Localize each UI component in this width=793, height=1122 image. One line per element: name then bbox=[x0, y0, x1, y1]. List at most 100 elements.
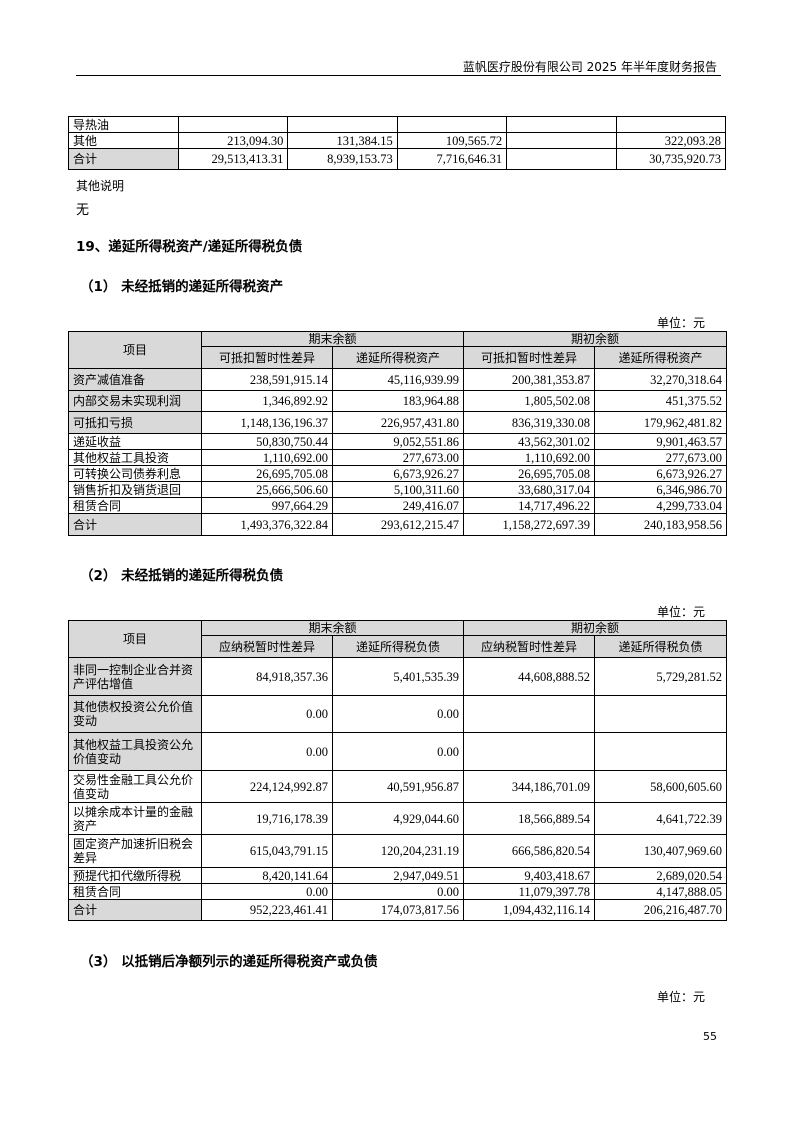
row-label: 预提代扣代缴所得税 bbox=[68, 867, 202, 884]
row-label: 可转换公司债券利息 bbox=[68, 465, 202, 482]
cell-value: 26,695,705.08 bbox=[201, 465, 333, 482]
row-label: 其他权益工具投资 bbox=[68, 449, 202, 466]
cell-value: 277,673.00 bbox=[594, 449, 728, 466]
cell-value: 4,641,722.39 bbox=[594, 802, 728, 835]
row-label: 以摊余成本计量的金融资产 bbox=[68, 802, 202, 835]
row-label: 其他债权投资公允价值变动 bbox=[68, 695, 202, 733]
row-label: 租赁合同 bbox=[68, 497, 202, 514]
cell-value: 44,608,888.52 bbox=[463, 657, 596, 696]
cell-value: 32,270,318.64 bbox=[594, 368, 728, 391]
table-row: 租赁合同 0.00 0.00 11,079,397.78 4,147,888.05 bbox=[68, 883, 728, 900]
table-row: 其他权益工具投资公允价值变动 0.00 0.00 bbox=[68, 732, 728, 771]
cell-value: 131,384.15 bbox=[287, 132, 398, 149]
table-row: 其他债权投资公允价值变动 0.00 0.00 bbox=[68, 695, 728, 733]
cell-value: 33,680,317.04 bbox=[463, 481, 596, 498]
cell-value: 58,600,605.60 bbox=[594, 770, 728, 803]
cell-value bbox=[506, 132, 617, 149]
cell-value: 45,116,939.99 bbox=[331, 368, 465, 391]
cell-value: 130,407,969.60 bbox=[594, 834, 728, 868]
header-divider bbox=[76, 75, 721, 76]
cell-value: 8,939,153.73 bbox=[287, 148, 398, 170]
row-label: 合计 bbox=[68, 899, 202, 921]
cell-value bbox=[177, 116, 289, 133]
cell-value: 4,147,888.05 bbox=[594, 883, 728, 900]
cell-value: 9,403,418.67 bbox=[463, 867, 596, 884]
cell-value: 615,043,791.15 bbox=[201, 834, 333, 868]
table-row: 销售折扣及销货退回 25,666,506.60 5,100,311.60 33,680… bbox=[68, 481, 728, 498]
header-begin-balance: 期初余额 bbox=[463, 620, 728, 636]
cell-value: 1,158,272,697.39 bbox=[463, 513, 596, 536]
cell-value bbox=[287, 116, 398, 133]
row-label: 销售折扣及销货退回 bbox=[68, 481, 202, 498]
cell-value: 322,093.28 bbox=[615, 132, 727, 149]
section-19-title: 19、递延所得税资产/递延所得税负债 bbox=[76, 239, 303, 255]
row-label: 内部交易未实现利润 bbox=[68, 390, 202, 412]
cell-value: 224,124,992.87 bbox=[201, 770, 333, 803]
cell-value bbox=[506, 116, 617, 133]
cell-value: 29,513,413.31 bbox=[177, 148, 289, 170]
row-label: 合计 bbox=[68, 513, 202, 536]
cell-value: 9,052,551.86 bbox=[331, 433, 465, 450]
table-row: 固定资产加速折旧税会差异 615,043,791.15 120,204,231.19… bbox=[68, 834, 728, 868]
cell-value: 26,695,705.08 bbox=[463, 465, 596, 482]
cell-value: 997,664.29 bbox=[201, 497, 333, 514]
header-c4: 递延所得税负债 bbox=[594, 635, 728, 658]
row-label: 其他权益工具投资公允价值变动 bbox=[68, 732, 202, 771]
table-row: 合计 1,493,376,322.84 293,612,215.47 1,158,27… bbox=[68, 513, 728, 536]
table-row: 以摊余成本计量的金融资产 19,716,178.39 4,929,044.60 18,… bbox=[68, 802, 728, 835]
cell-value: 1,148,136,196.37 bbox=[201, 411, 333, 434]
other-note-label: 其他说明 bbox=[76, 179, 125, 193]
header-row: 项目 期末余额 期初余额 bbox=[68, 331, 728, 369]
cell-value: 6,673,926.27 bbox=[594, 465, 728, 482]
header-c3: 可抵扣暂时性差异 bbox=[463, 346, 596, 369]
row-label: 合计 bbox=[68, 148, 179, 170]
table-row: 可转换公司债券利息 26,695,705.08 6,673,926.27 26,695… bbox=[68, 465, 728, 482]
cell-value: 666,586,820.54 bbox=[463, 834, 596, 868]
cell-value: 0.00 bbox=[331, 732, 465, 771]
cell-value: 226,957,431.80 bbox=[331, 411, 465, 434]
cell-value: 179,962,481.82 bbox=[594, 411, 728, 434]
table-row: 合计 952,223,461.41 174,073,817.56 1,094,432,… bbox=[68, 899, 728, 921]
cell-value: 84,918,357.36 bbox=[201, 657, 333, 696]
cell-value: 9,901,463.57 bbox=[594, 433, 728, 450]
table-row: 导热油 bbox=[68, 116, 727, 133]
table-row: 可抵扣亏损 1,148,136,196.37 226,957,431.80 836,3… bbox=[68, 411, 728, 434]
header-end-balance: 期末余额 bbox=[200, 331, 465, 347]
cell-value bbox=[463, 695, 596, 733]
cell-value: 11,079,397.78 bbox=[463, 883, 596, 900]
cell-value: 277,673.00 bbox=[331, 449, 465, 466]
cell-value: 120,204,231.19 bbox=[331, 834, 465, 868]
cell-value: 174,073,817.56 bbox=[331, 899, 465, 921]
row-label: 其他 bbox=[68, 132, 179, 149]
row-label: 交易性金融工具公允价值变动 bbox=[68, 770, 202, 803]
cell-value: 14,717,496.22 bbox=[463, 497, 596, 514]
cell-value: 50,830,750.44 bbox=[201, 433, 333, 450]
table-row: 非同一控制企业合并资产评估增值 84,918,357.36 5,401,535.39… bbox=[68, 657, 728, 696]
header-item: 项目 bbox=[68, 331, 202, 369]
header-c1: 可抵扣暂时性差异 bbox=[201, 346, 333, 369]
sub1-title: （1） 未经抵销的递延所得税资产 bbox=[80, 279, 284, 295]
table-row: 交易性金融工具公允价值变动 224,124,992.87 40,591,956.87… bbox=[68, 770, 728, 803]
table-row: 递延收益 50,830,750.44 9,052,551.86 43,562,301.… bbox=[68, 433, 728, 450]
cell-value: 293,612,215.47 bbox=[331, 513, 465, 536]
header-c2: 递延所得税资产 bbox=[331, 346, 465, 369]
table-row: 租赁合同 997,664.29 249,416.07 14,717,496.22 4,2… bbox=[68, 497, 728, 514]
other-note-value: 无 bbox=[76, 203, 90, 218]
cell-value: 1,110,692.00 bbox=[463, 449, 596, 466]
cell-value: 238,591,915.14 bbox=[201, 368, 333, 391]
cell-value bbox=[506, 148, 617, 170]
table-row: 预提代扣代缴所得税 8,420,141.64 2,947,049.51 9,403,4… bbox=[68, 867, 728, 884]
cell-value: 30,735,920.73 bbox=[615, 148, 727, 170]
cell-value: 836,319,330.08 bbox=[463, 411, 596, 434]
cell-value: 183,964.88 bbox=[331, 390, 465, 412]
header-c3: 应纳税暂时性差异 bbox=[463, 635, 596, 658]
sub2-unit: 单位：元 bbox=[656, 605, 705, 619]
cell-value bbox=[594, 695, 728, 733]
row-label: 资产减值准备 bbox=[68, 368, 202, 391]
cell-value bbox=[594, 732, 728, 771]
cell-value: 240,183,958.56 bbox=[594, 513, 728, 536]
cell-value: 451,375.52 bbox=[594, 390, 728, 412]
cell-value: 1,110,692.00 bbox=[201, 449, 333, 466]
deferred-tax-liabilities-table: 项目 期末余额 期初余额 应纳税暂时性差异 递延所得税负债 应纳税暂时性差异 递延所得税负债… bbox=[68, 620, 728, 921]
